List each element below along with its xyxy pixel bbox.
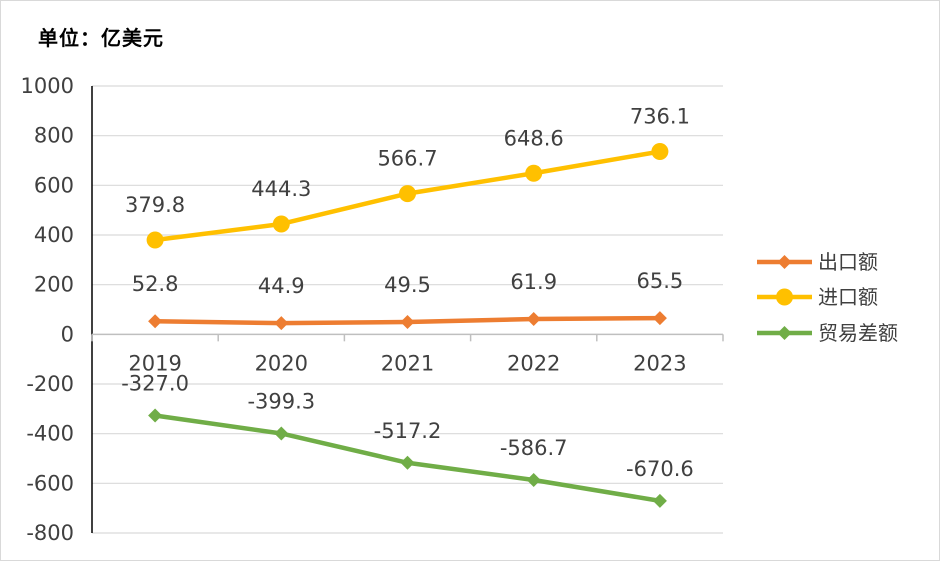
data-point	[652, 311, 667, 326]
data-label: 52.8	[132, 272, 179, 296]
data-label: 566.7	[377, 147, 437, 171]
x-tick-label: 2021	[381, 351, 434, 375]
y-tick-label: -600	[26, 471, 74, 495]
data-point	[526, 311, 541, 326]
data-point	[274, 316, 289, 331]
unit-label: 单位：亿美元	[38, 26, 164, 50]
x-tick-label: 2020	[255, 351, 308, 375]
series	[146, 143, 669, 508]
y-tick-label: 800	[34, 124, 74, 148]
y-tick-label: 400	[34, 223, 74, 247]
data-point	[274, 426, 289, 441]
x-tick-label: 2022	[507, 351, 560, 375]
data-point	[148, 314, 163, 329]
data-label: 61.9	[510, 270, 557, 294]
y-tick-label: 600	[34, 173, 74, 197]
data-point	[399, 185, 416, 203]
data-label: 736.1	[630, 105, 690, 129]
y-tick-label: 0	[61, 322, 74, 346]
legend-marker	[777, 326, 792, 340]
data-point	[651, 143, 669, 161]
data-label: -670.6	[626, 457, 694, 481]
data-point	[525, 164, 543, 182]
axes: 1000 800 600 400 200 0 -200 -400 -600 -800 2019 202…	[21, 74, 724, 545]
data-point	[146, 231, 164, 249]
data-point	[526, 473, 541, 488]
y-tick-label: -200	[26, 372, 74, 396]
legend-label: 贸易差额	[818, 321, 898, 345]
x-tick-label: 2019	[128, 351, 181, 375]
gridlines	[92, 85, 723, 534]
x-tick-label: 2023	[633, 351, 686, 375]
legend-label: 出口额	[818, 250, 878, 274]
data-label: 444.3	[251, 177, 311, 201]
data-label: 44.9	[258, 274, 305, 298]
legend-marker	[776, 288, 793, 306]
data-point	[272, 215, 290, 233]
data-point	[400, 315, 415, 330]
data-labels: 52.8 44.9 49.5 61.9 65.5 379.8 444.3 566.7 648.6…	[121, 105, 694, 481]
data-label: 648.6	[504, 126, 564, 150]
data-label: 379.8	[125, 193, 185, 217]
y-tick-label: 200	[34, 273, 74, 297]
data-point	[148, 408, 163, 423]
data-point	[400, 455, 415, 470]
data-point	[652, 493, 667, 508]
data-label: -399.3	[247, 389, 315, 413]
data-label: 65.5	[637, 269, 684, 293]
y-tick-label: -800	[26, 521, 74, 545]
data-label: 49.5	[384, 273, 431, 297]
y-tick-label: 1000	[21, 74, 74, 98]
data-label: -586.7	[500, 436, 568, 460]
data-label: -327.0	[121, 372, 189, 396]
legend-marker	[777, 255, 792, 269]
y-tick-label: -400	[26, 422, 74, 446]
data-label: -517.2	[374, 419, 442, 443]
legend-label: 进口额	[818, 285, 878, 309]
